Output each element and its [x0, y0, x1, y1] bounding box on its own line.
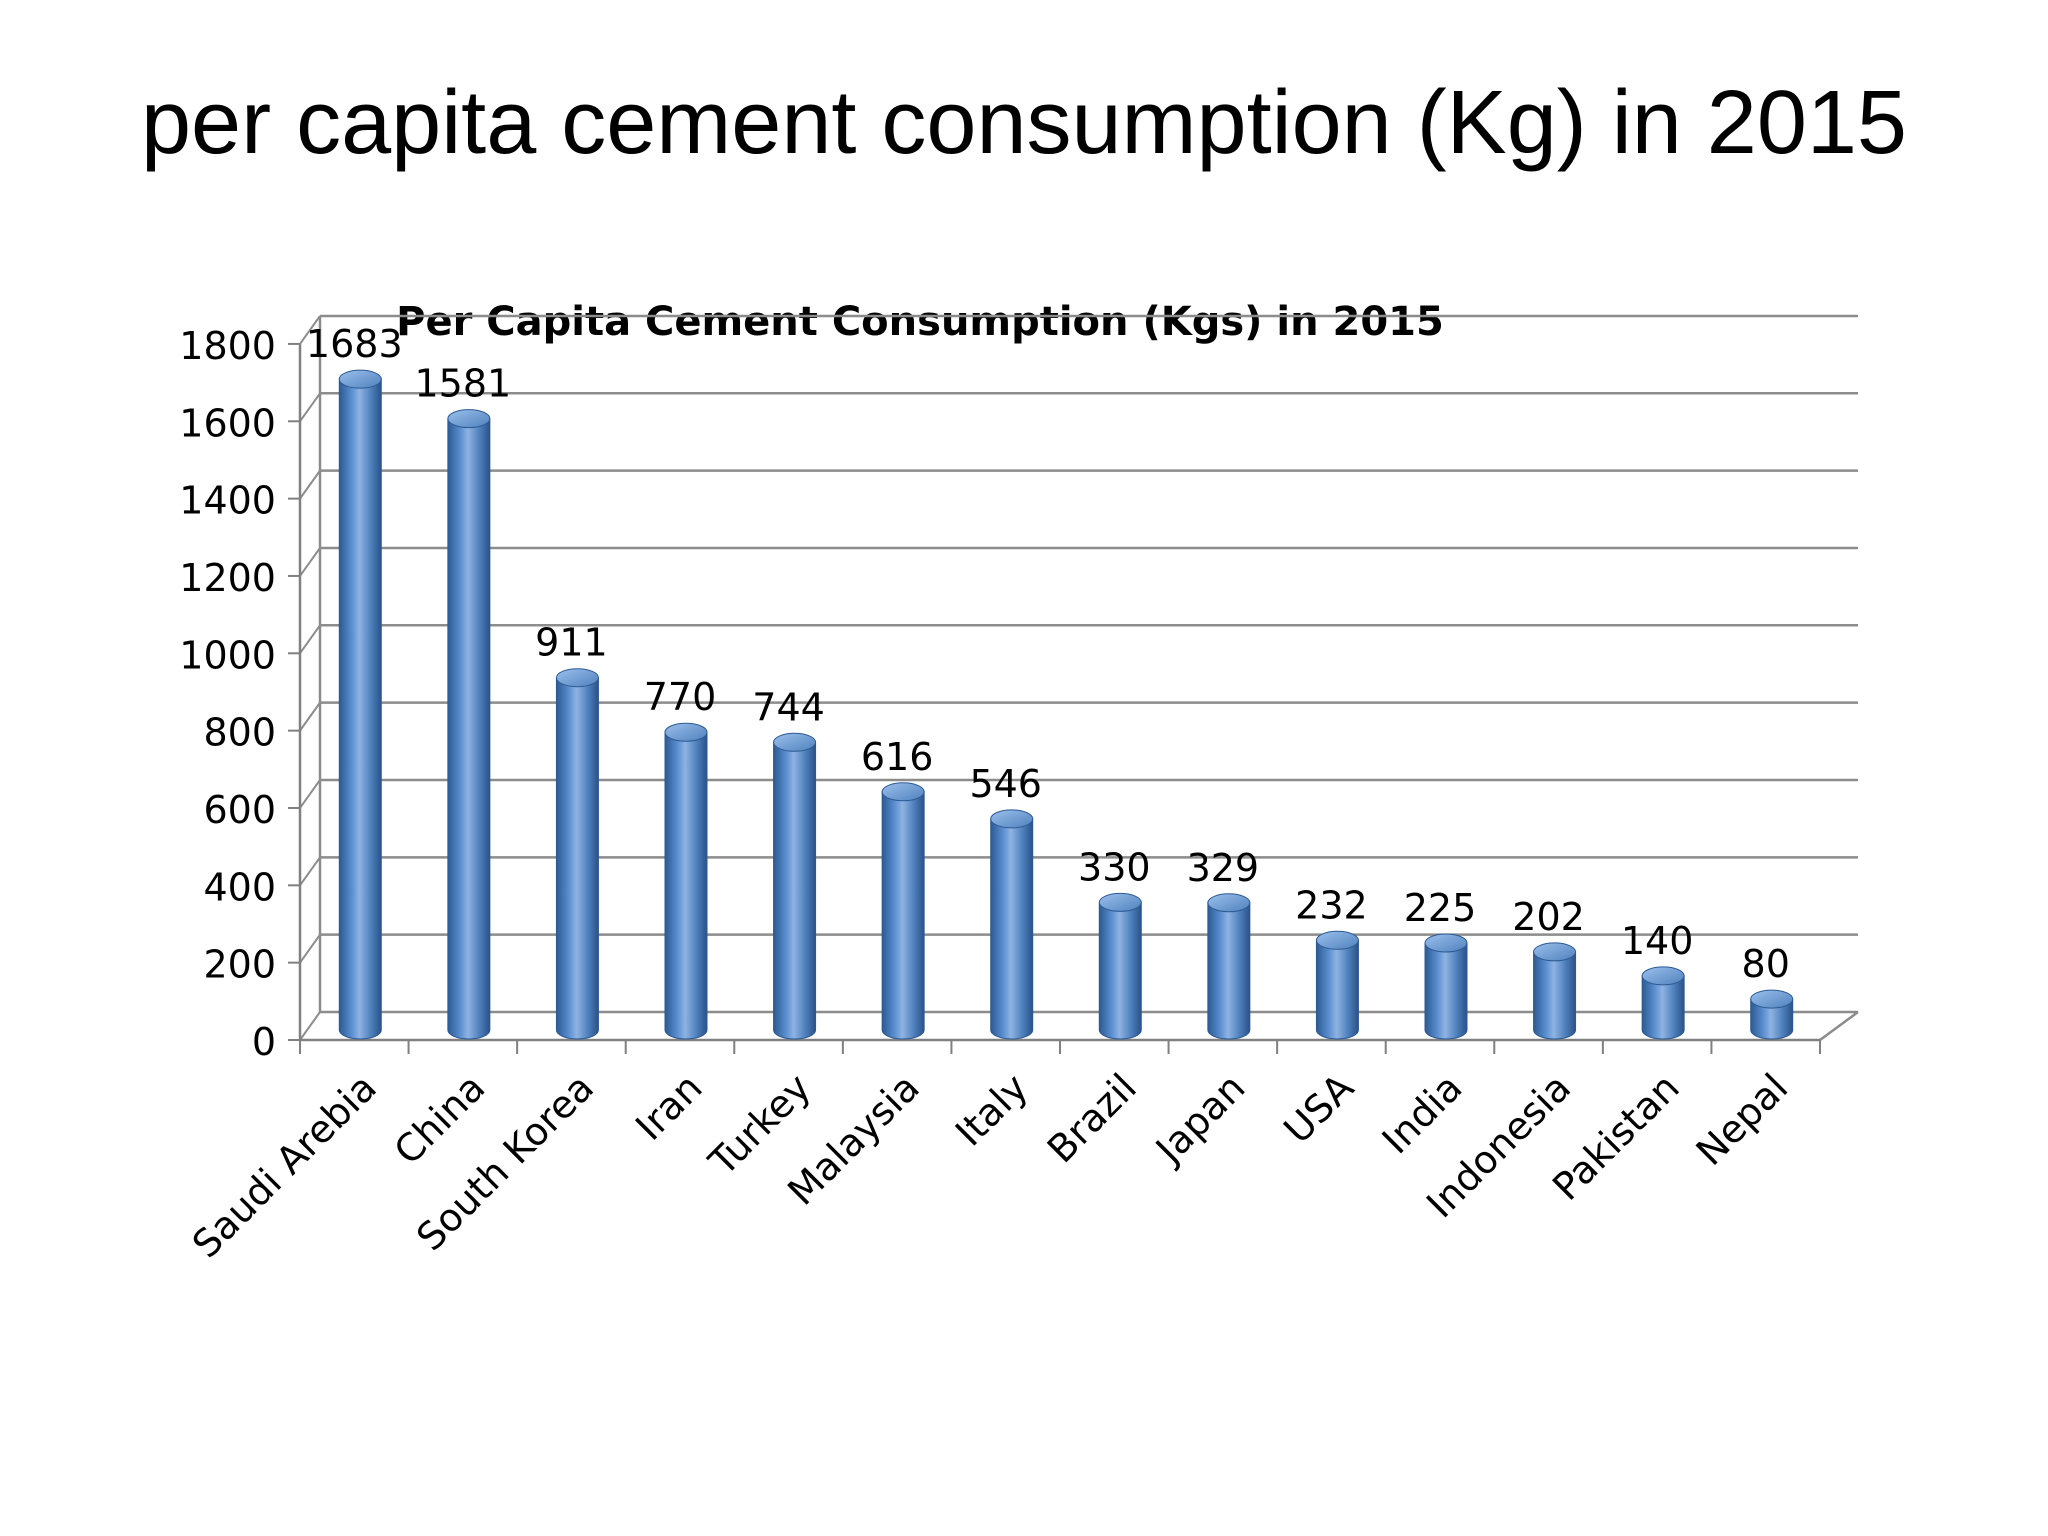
y-axis-tick-labels: 0 200 400 600 800 1000 1200 1400 1600 1800 — [179, 324, 276, 1064]
bar-top — [447, 409, 491, 429]
y-tick-label: 800 — [203, 711, 276, 755]
bar — [338, 369, 382, 1040]
slide-title: per capita cement consumption (Kg) in 20… — [141, 73, 1907, 173]
data-label: 546 — [969, 762, 1042, 806]
gridline-side — [299, 856, 321, 886]
gridline-side — [299, 470, 321, 500]
data-label: 911 — [535, 621, 608, 665]
gridline-side — [299, 624, 321, 654]
data-label: 225 — [1404, 886, 1477, 930]
bar-top — [1098, 892, 1142, 912]
bar-body — [338, 378, 382, 1040]
x-tick-label: USA — [1275, 1065, 1362, 1152]
bar-body — [664, 731, 708, 1040]
y-tick-label: 600 — [203, 788, 276, 832]
bar — [1750, 989, 1794, 1040]
bar — [1315, 930, 1359, 1040]
gridline-side — [299, 779, 321, 809]
bar-top — [773, 732, 817, 752]
bar-body — [990, 818, 1034, 1040]
bar-body — [1098, 901, 1142, 1040]
gridline-side — [299, 392, 321, 422]
data-label: 1683 — [306, 322, 403, 366]
bar — [555, 668, 599, 1040]
floor-right-edge — [1819, 1010, 1859, 1042]
bar — [1424, 933, 1468, 1040]
bar-body — [1533, 951, 1577, 1040]
bar-body — [881, 791, 925, 1040]
x-tick-label: Italy — [947, 1065, 1036, 1154]
bar — [1207, 893, 1251, 1040]
data-label: 80 — [1742, 942, 1790, 986]
x-tick-label: Nepal — [1688, 1065, 1797, 1174]
bar-top — [338, 369, 382, 389]
data-label: 1581 — [414, 362, 511, 406]
bar-body — [447, 418, 491, 1040]
bar — [447, 409, 491, 1040]
bar-body — [1750, 998, 1794, 1040]
data-label: 232 — [1295, 883, 1368, 927]
bar-top — [1315, 930, 1359, 950]
x-tick-label: India — [1374, 1065, 1471, 1162]
y-tick-label: 1000 — [179, 633, 276, 677]
bars — [338, 369, 1794, 1040]
y-tick-label: 1200 — [179, 556, 276, 600]
bar — [1533, 942, 1577, 1040]
gridline-side — [299, 547, 321, 577]
axes — [288, 315, 1859, 1054]
y-tick-label: 1600 — [179, 401, 276, 445]
bar-body — [555, 677, 599, 1040]
data-label: 202 — [1512, 895, 1585, 939]
x-tick-label: Brazil — [1039, 1065, 1145, 1171]
data-label: 770 — [644, 675, 717, 719]
bar-top — [664, 722, 708, 742]
x-tick-label: Saudi Arebia — [184, 1065, 385, 1266]
x-tick-label: Japan — [1146, 1065, 1253, 1172]
bar-body — [1424, 942, 1468, 1040]
bar-top — [1641, 966, 1685, 986]
y-tick-label: 1400 — [179, 479, 276, 523]
gridline-side — [299, 315, 321, 345]
x-tick-label: Iran — [627, 1065, 711, 1149]
bar — [1641, 966, 1685, 1040]
bar-top — [1533, 942, 1577, 962]
gridline-side — [299, 1011, 321, 1041]
bar — [990, 809, 1034, 1040]
y-tick-label: 200 — [203, 943, 276, 987]
bar-top — [881, 782, 925, 802]
bar-body — [1207, 902, 1251, 1040]
gridline-side — [299, 702, 321, 732]
bar-body — [1315, 939, 1359, 1040]
bar — [664, 722, 708, 1040]
data-label: 140 — [1621, 919, 1694, 963]
data-label: 744 — [752, 685, 825, 729]
bar-top — [1424, 933, 1468, 953]
bar-top — [1750, 989, 1794, 1009]
y-tick-label: 400 — [203, 865, 276, 909]
bar-top — [990, 809, 1034, 829]
y-tick-label: 1800 — [179, 324, 276, 368]
y-tick-label: 0 — [252, 1020, 276, 1064]
bar — [1098, 892, 1142, 1040]
chart-title: Per Capita Cement Consumption (Kgs) in 2… — [396, 299, 1444, 345]
bar-top — [555, 668, 599, 688]
data-label: 616 — [861, 735, 934, 779]
bar-top — [1207, 893, 1251, 913]
bar-body — [1641, 975, 1685, 1040]
data-label: 329 — [1187, 846, 1260, 890]
bar-body — [773, 741, 817, 1040]
x-tick-label: China — [386, 1065, 494, 1173]
bar — [881, 782, 925, 1040]
bar — [773, 732, 817, 1040]
gridline-side — [299, 934, 321, 964]
data-label: 330 — [1078, 845, 1151, 889]
